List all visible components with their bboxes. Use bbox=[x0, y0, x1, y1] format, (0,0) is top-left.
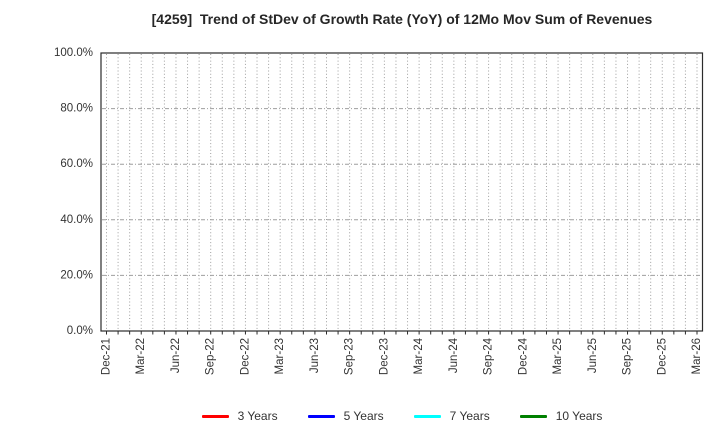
x-axis-label: Jun-22 bbox=[170, 338, 182, 373]
x-axis-label: Jun-24 bbox=[448, 337, 460, 373]
chart-legend: 3 Years 5 Years 7 Years 10 Years bbox=[101, 406, 703, 426]
x-axis-label: Mar-25 bbox=[552, 338, 564, 374]
legend-label: 3 Years bbox=[237, 409, 278, 423]
legend-item: 3 Years bbox=[201, 409, 278, 423]
x-axis-label: Dec-23 bbox=[378, 338, 390, 375]
legend-label: 7 Years bbox=[449, 409, 490, 423]
x-axis-label: Sep-22 bbox=[205, 338, 217, 375]
x-axis-label: Sep-25 bbox=[622, 338, 634, 375]
x-axis-label: Mar-24 bbox=[413, 337, 425, 374]
legend-item: 7 Years bbox=[413, 409, 490, 423]
legend-line-swatch bbox=[519, 414, 547, 418]
y-axis-label: 80.0% bbox=[60, 103, 93, 115]
x-axis-label: Dec-25 bbox=[656, 338, 668, 375]
legend-label: 10 Years bbox=[555, 409, 603, 423]
x-axis-label: Jun-25 bbox=[587, 338, 599, 373]
legend-line-swatch bbox=[307, 414, 335, 418]
x-axis-label: Mar-26 bbox=[691, 338, 703, 374]
x-axis-label: Dec-24 bbox=[517, 337, 529, 375]
x-axis-label: Mar-23 bbox=[274, 338, 286, 374]
legend-line-swatch bbox=[201, 414, 229, 418]
legend-label: 5 Years bbox=[343, 409, 384, 423]
x-axis-label: Sep-24 bbox=[483, 337, 495, 375]
chart-title: [4259] Trend of StDev of Growth Rate (Yo… bbox=[151, 11, 653, 27]
x-axis-label: Dec-22 bbox=[239, 338, 251, 375]
legend-item: 10 Years bbox=[519, 409, 603, 423]
y-axis-label: 100.0% bbox=[54, 47, 93, 59]
y-axis-label: 20.0% bbox=[60, 269, 93, 281]
x-axis-label: Mar-22 bbox=[135, 338, 147, 374]
x-axis-label: Dec-21 bbox=[101, 338, 113, 375]
y-axis-label: 60.0% bbox=[60, 158, 93, 170]
x-axis-label: Sep-23 bbox=[344, 338, 356, 375]
y-axis-label: 0.0% bbox=[67, 325, 93, 337]
legend-line-swatch bbox=[413, 414, 441, 418]
plot-frame bbox=[100, 52, 704, 332]
legend-item: 5 Years bbox=[307, 409, 384, 423]
y-axis-label: 40.0% bbox=[60, 214, 93, 226]
x-axis-label: Jun-23 bbox=[309, 338, 321, 373]
